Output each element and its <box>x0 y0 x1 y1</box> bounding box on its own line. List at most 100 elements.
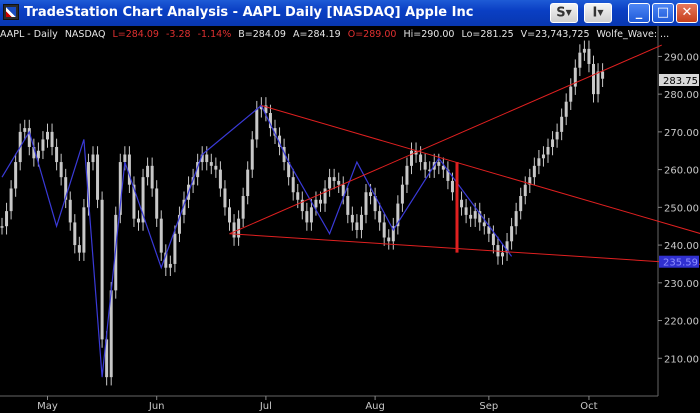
price-bar-body <box>337 180 341 185</box>
price-bar-body <box>127 154 131 185</box>
price-bar-body <box>173 233 177 264</box>
y-tick-label: 240.00 <box>664 241 699 252</box>
price-bar-body <box>519 196 523 212</box>
price-bar-body <box>228 207 231 223</box>
price-bar-body <box>601 71 605 79</box>
status-bid: B=284.09 <box>238 29 286 40</box>
y-tick-label: 210.00 <box>664 354 699 365</box>
price-bar-body <box>541 154 545 159</box>
status-volume: V=23,743,725 <box>520 29 590 40</box>
price-bar-body <box>323 188 327 204</box>
status-change-pct: -1.14% <box>197 29 232 40</box>
price-bar-body <box>287 162 291 178</box>
price-bar-body <box>319 199 322 204</box>
price-bar-body <box>273 128 277 136</box>
close-button[interactable]: ✕ <box>676 3 698 23</box>
price-bar-body <box>364 192 368 215</box>
indicator-menu-label: I <box>592 5 598 21</box>
price-bar-body <box>282 146 286 163</box>
price-bar-body <box>291 177 295 193</box>
price-bar-body <box>100 199 104 340</box>
price-bar-body <box>59 162 63 178</box>
x-tick-label: May <box>37 401 58 412</box>
price-bar-body <box>410 150 413 166</box>
price-bar-body <box>346 196 350 215</box>
price-bar-body <box>0 226 4 228</box>
price-bar-body <box>596 71 600 95</box>
price-bar-body <box>387 237 391 242</box>
price-bar-body <box>96 154 100 200</box>
price-bar-body <box>373 196 377 212</box>
price-bar-body <box>164 252 168 268</box>
price-bar-body <box>300 199 304 212</box>
price-bar-body <box>200 154 204 163</box>
price-bar-body <box>159 218 163 253</box>
price-bar-body <box>419 154 423 163</box>
indicator-menu-button[interactable]: I▼ <box>584 3 612 23</box>
price-bar-body <box>573 67 577 87</box>
title-bar[interactable]: TradeStation Chart Analysis - AAPL Daily… <box>0 0 700 26</box>
price-chart[interactable]: 290.00 280.00 270.00 260.00 250.00 240.00 230.… <box>0 26 700 413</box>
price-bar-body <box>482 222 486 227</box>
price-bar-body <box>123 154 127 163</box>
price-bar-body <box>478 211 482 223</box>
price-bar-body <box>223 188 227 208</box>
window-title: TradeStation Chart Analysis - AAPL Daily… <box>24 5 474 20</box>
price-bar-body <box>314 199 318 208</box>
price-bar-body <box>537 158 541 166</box>
minimize-button[interactable]: _ <box>628 3 650 23</box>
price-bar-body <box>73 222 77 246</box>
price-bar-body <box>32 146 36 159</box>
price-bar-body <box>155 188 159 219</box>
price-bar-body <box>405 165 409 185</box>
trend-line <box>229 44 662 235</box>
last-price-box <box>659 73 699 86</box>
target-price-box <box>659 255 699 268</box>
price-bar-body <box>510 226 514 242</box>
status-symbol: AAPL - Daily <box>0 29 58 40</box>
price-bar-body <box>232 222 236 238</box>
price-bar-body <box>14 162 18 189</box>
symbol-menu-button[interactable]: S▼ <box>550 3 578 23</box>
price-bar-body <box>91 154 95 163</box>
price-bar-body <box>341 184 345 197</box>
target-price-label: 235.59 <box>663 258 698 269</box>
price-bar-body <box>214 165 218 170</box>
price-bar-body <box>473 211 477 219</box>
maximize-icon: □ <box>656 5 670 20</box>
price-bar-body <box>309 207 313 223</box>
y-tick-label: 270.00 <box>664 128 699 139</box>
price-bar-body <box>396 203 400 227</box>
price-bar-body <box>268 113 272 129</box>
status-low: Lo=281.25 <box>461 29 514 40</box>
close-icon: ✕ <box>681 5 693 20</box>
price-bar-body <box>237 218 241 238</box>
price-bar-body <box>328 177 332 189</box>
price-bar-body <box>441 165 445 170</box>
price-bar-body <box>296 192 300 200</box>
x-tick-label: Aug <box>365 401 385 412</box>
price-bar-body <box>582 48 586 53</box>
price-bar-body <box>437 162 441 166</box>
price-bar-body <box>423 162 427 170</box>
symbol-menu-label: S <box>556 5 566 21</box>
price-bar-body <box>259 105 263 110</box>
maximize-button[interactable]: □ <box>652 3 674 23</box>
status-open: O=289.00 <box>347 29 397 40</box>
price-bar-body <box>532 165 536 178</box>
price-bar-body <box>587 48 591 64</box>
price-bar-body <box>177 214 181 234</box>
price-bar-body <box>150 165 154 189</box>
tradestation-app-icon[interactable] <box>3 4 19 20</box>
price-bar-body <box>487 226 491 234</box>
price-bar-body <box>382 222 386 238</box>
price-bar-body <box>141 177 145 223</box>
price-bar-body <box>332 177 336 181</box>
price-bar-body <box>523 184 527 197</box>
trend-line <box>229 233 700 265</box>
price-bar-body <box>560 116 564 132</box>
wolfe-wave-line <box>1 104 513 378</box>
price-bar-body <box>491 233 495 246</box>
price-bar-body <box>255 109 259 140</box>
y-tick-label: 220.00 <box>664 317 699 328</box>
